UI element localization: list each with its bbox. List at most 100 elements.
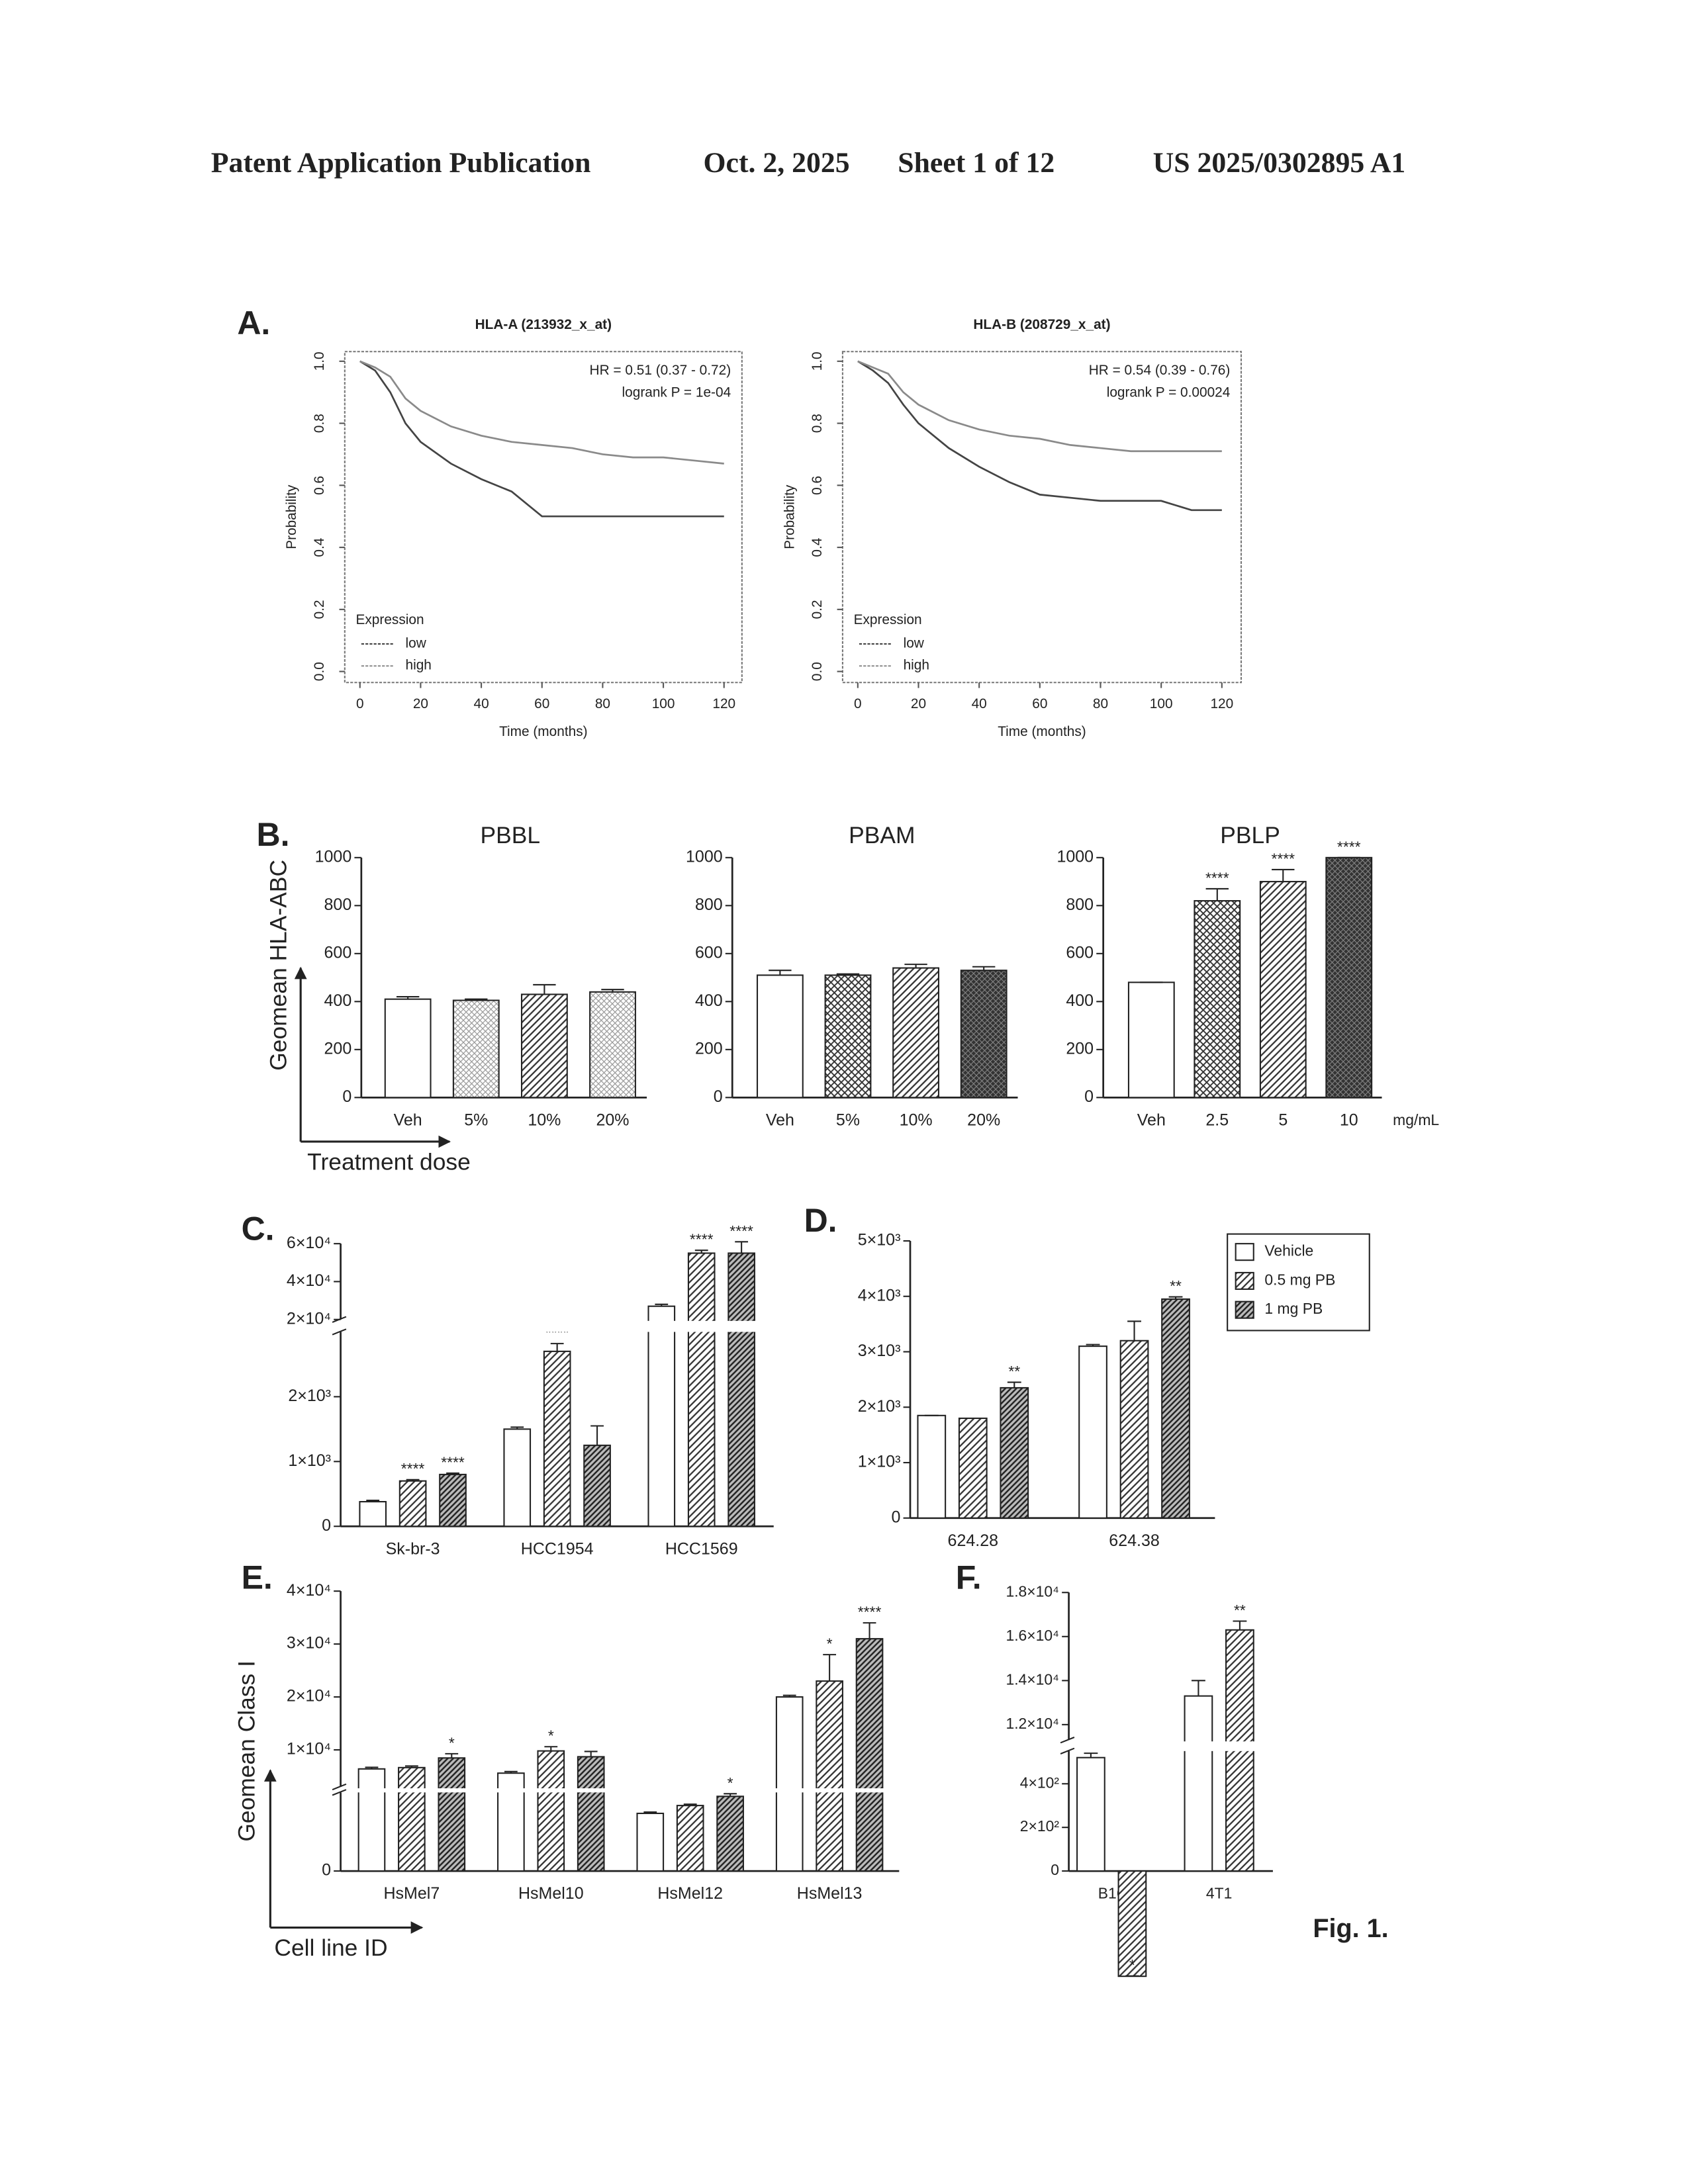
- y-tick-label: 200: [695, 1039, 723, 1058]
- x-tick-label: 80: [595, 696, 610, 711]
- bar: [917, 1416, 945, 1518]
- y-tick-label: 200: [324, 1039, 352, 1058]
- error-bar: [863, 1623, 876, 1639]
- bar: [400, 1481, 426, 1527]
- figure-caption: Fig. 1.: [1313, 1914, 1388, 1943]
- bar: [399, 1768, 425, 1871]
- x-tick-label: HsMel7: [384, 1884, 440, 1903]
- bar: [439, 1758, 465, 1871]
- bar: [1079, 1346, 1107, 1518]
- error-bar: [1233, 1621, 1247, 1630]
- axis-break: [332, 1788, 899, 1792]
- x-axis-label: Cell line ID: [274, 1934, 387, 1961]
- significance: *: [449, 1734, 455, 1751]
- significance: ****: [690, 1231, 714, 1248]
- y-tick-label: 800: [1066, 895, 1094, 914]
- error-bar: [769, 970, 791, 975]
- error-bar: [551, 1343, 564, 1351]
- header-number: US 2025/0302895 A1: [1153, 147, 1406, 179]
- legend-swatch: [1236, 1273, 1254, 1289]
- legend-label: 0.5 mg PB: [1264, 1271, 1335, 1288]
- y-tick-label: 4×10⁴: [287, 1581, 331, 1600]
- significance: **: [1170, 1277, 1182, 1295]
- chart-title: PBAM: [849, 822, 915, 848]
- header-sheet: Sheet 1 of 12: [898, 147, 1055, 179]
- y-tick-label: 2×10³: [288, 1387, 331, 1405]
- y-tick-label: 1.2×10⁴: [1006, 1715, 1059, 1732]
- bar: [825, 975, 871, 1097]
- bar: [584, 1445, 610, 1526]
- y-tick-label: 400: [324, 991, 352, 1010]
- y-tick-label: 0.8: [312, 414, 327, 433]
- x-tick-label: 100: [652, 696, 675, 711]
- x-tick-label: 10: [1340, 1111, 1358, 1129]
- y-tick-label: 0.4: [810, 538, 825, 557]
- x-tick-label: HCC1954: [521, 1539, 594, 1558]
- x-tick-label: 5%: [836, 1111, 860, 1129]
- legend-title: Expression: [356, 612, 424, 627]
- bar: [728, 1253, 755, 1526]
- y-tick-label: 1000: [1056, 847, 1094, 866]
- x-tick-label: 0: [854, 696, 862, 711]
- bar: [816, 1681, 843, 1871]
- y-tick-label: 1.0: [312, 351, 327, 371]
- bar: [504, 1429, 530, 1526]
- y-tick-label: 1.0: [810, 351, 825, 371]
- x-tick-label: 40: [972, 696, 987, 711]
- y-tick-label: 0: [714, 1087, 723, 1106]
- bar: [893, 968, 939, 1098]
- y-tick-label: 0: [1051, 1861, 1059, 1878]
- x-unit: mg/mL: [1393, 1111, 1439, 1128]
- x-tick-label: 10%: [900, 1111, 933, 1129]
- bar: [1260, 882, 1306, 1097]
- x-tick-label: 4T1: [1206, 1885, 1232, 1902]
- bar: [637, 1813, 664, 1871]
- bar: [1129, 982, 1174, 1097]
- y-axis-label: Probability: [284, 484, 299, 549]
- bar: [1162, 1299, 1190, 1518]
- axis-break: [1060, 1741, 1273, 1751]
- y-tick-label: 600: [1066, 943, 1094, 962]
- panel-label: B.: [257, 816, 290, 853]
- y-axis-label: Probability: [782, 484, 797, 549]
- bar: [538, 1751, 565, 1871]
- bar: [1194, 901, 1240, 1097]
- y-tick-label: 5×10³: [858, 1231, 901, 1250]
- x-tick-label: HCC1569: [665, 1539, 738, 1558]
- bar: [1326, 858, 1372, 1098]
- bar: [453, 1001, 499, 1098]
- annotation: HR = 0.51 (0.37 - 0.72): [590, 363, 731, 378]
- significance: ****: [1337, 838, 1361, 855]
- y-tick-label: 2×10⁴: [287, 1309, 331, 1328]
- x-tick-label: HsMel12: [657, 1884, 723, 1903]
- error-bar: [1127, 1321, 1141, 1340]
- bar: [440, 1475, 466, 1526]
- error-bar: [1206, 889, 1229, 901]
- bar: [959, 1418, 987, 1518]
- error-bar: [1008, 1383, 1021, 1388]
- x-tick-label: 60: [1032, 696, 1047, 711]
- error-bar: [823, 1655, 836, 1681]
- bar: [961, 970, 1007, 1097]
- y-tick-label: 600: [695, 943, 723, 962]
- y-tick-label: 400: [695, 991, 723, 1010]
- bar: [776, 1697, 803, 1871]
- bar: [522, 994, 567, 1097]
- x-axis-label: Time (months): [499, 724, 587, 739]
- bar: [385, 999, 431, 1098]
- plot-frame: [843, 351, 1241, 682]
- significance: *: [1129, 1956, 1135, 1974]
- x-tick-label: 60: [534, 696, 549, 711]
- y-axis-label: Geomean Class I: [233, 1661, 259, 1842]
- header-date: Oct. 2, 2025: [704, 147, 850, 179]
- x-tick-label: Sk-br-3: [386, 1539, 440, 1558]
- y-tick-label: 600: [324, 943, 352, 962]
- y-tick-label: 4×10²: [1020, 1774, 1060, 1791]
- significance: ****: [1205, 869, 1229, 886]
- y-tick-label: 0.2: [312, 600, 327, 619]
- panel-label: F.: [956, 1559, 982, 1596]
- survival-line: [858, 361, 1222, 510]
- y-tick-label: 0: [1084, 1087, 1094, 1106]
- significance: ****: [401, 1460, 425, 1477]
- legend-label: high: [406, 658, 432, 673]
